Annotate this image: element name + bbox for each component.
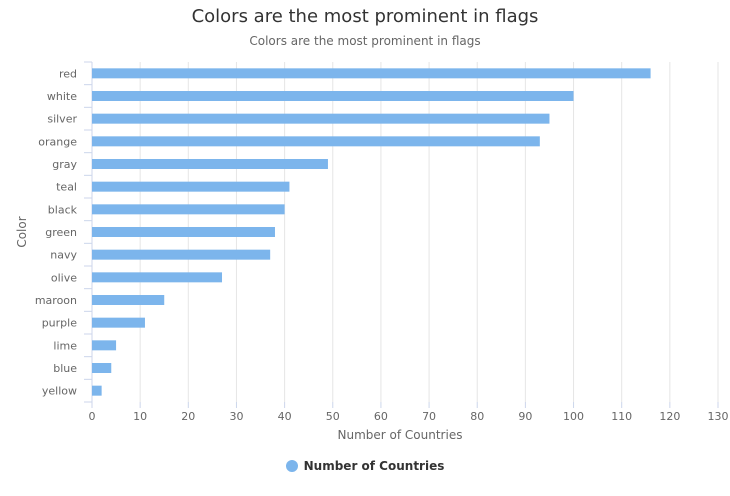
bar-yellow[interactable] <box>92 385 102 396</box>
bar-teal[interactable] <box>92 181 290 192</box>
x-tick-label: 20 <box>181 410 195 423</box>
bar-purple[interactable] <box>92 317 145 328</box>
y-category-label: green <box>45 226 77 239</box>
chart-title: Colors are the most prominent in flags <box>191 6 539 27</box>
y-category-label: navy <box>50 249 77 262</box>
bar-black[interactable] <box>92 204 285 215</box>
y-category-label: gray <box>52 158 77 171</box>
bar-orange[interactable] <box>92 136 540 147</box>
y-axis-title: Color <box>15 216 29 247</box>
x-tick-label: 100 <box>563 410 584 423</box>
bar-maroon[interactable] <box>92 295 165 305</box>
x-tick-label: 50 <box>326 410 340 423</box>
x-tick-label: 10 <box>133 410 147 423</box>
y-category-label: lime <box>53 339 77 352</box>
y-category-label: blue <box>53 362 77 375</box>
x-tick-label: 40 <box>278 410 292 423</box>
x-tick-label: 130 <box>708 410 729 423</box>
bar-blue[interactable] <box>92 363 112 373</box>
x-tick-label: 60 <box>374 410 388 423</box>
legend-item-number-of-countries[interactable]: Number of Countries <box>285 459 445 473</box>
bar-olive[interactable] <box>92 272 223 283</box>
x-tick-label: 120 <box>659 410 680 423</box>
y-category-label: yellow <box>42 385 77 398</box>
legend-label: Number of Countries <box>303 459 445 473</box>
x-tick-label: 80 <box>470 410 484 423</box>
y-category-label: maroon <box>35 294 77 307</box>
y-category-label: teal <box>56 181 77 194</box>
bar-gray[interactable] <box>92 159 328 169</box>
y-category-label: red <box>59 67 77 80</box>
y-category-label: orange <box>38 135 77 148</box>
y-category-label: olive <box>51 271 77 284</box>
y-category-label: black <box>48 203 78 216</box>
bar-lime[interactable] <box>92 340 117 351</box>
bar-green[interactable] <box>92 227 275 237</box>
legend: Number of Countries <box>0 459 730 475</box>
chart-subtitle: Colors are the most prominent in flags <box>249 34 481 48</box>
y-category-label: purple <box>42 317 78 330</box>
bar-navy[interactable] <box>92 249 271 260</box>
legend-marker-icon <box>285 460 298 472</box>
x-tick-label: 0 <box>89 410 96 423</box>
bar-red[interactable] <box>92 68 651 79</box>
x-tick-label: 90 <box>518 410 532 423</box>
bar-silver[interactable] <box>92 113 550 124</box>
y-category-label: silver <box>47 113 77 126</box>
x-axis-title: Number of Countries <box>338 428 463 442</box>
x-tick-label: 110 <box>611 410 632 423</box>
x-tick-label: 70 <box>422 410 436 423</box>
bar-white[interactable] <box>92 91 574 101</box>
y-category-label: white <box>47 90 77 103</box>
x-tick-label: 30 <box>229 410 243 423</box>
